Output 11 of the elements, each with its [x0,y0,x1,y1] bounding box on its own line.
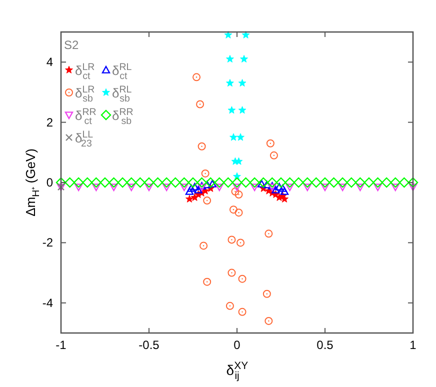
x-tick-label: 1 [410,338,417,352]
y-tick-label: -4 [42,296,54,310]
annotation: S2 [64,38,80,52]
x-tick-label: 0 [234,338,241,352]
x-tick-label: 0.5 [316,338,334,352]
y-tick-label: 0 [46,176,54,190]
y-tick-label: 2 [46,115,54,130]
y-tick-label: -2 [42,236,54,250]
x-tick-label: -1 [56,338,67,352]
y-tick-label: 4 [46,55,54,70]
x-tick-label: -0.5 [138,338,160,352]
